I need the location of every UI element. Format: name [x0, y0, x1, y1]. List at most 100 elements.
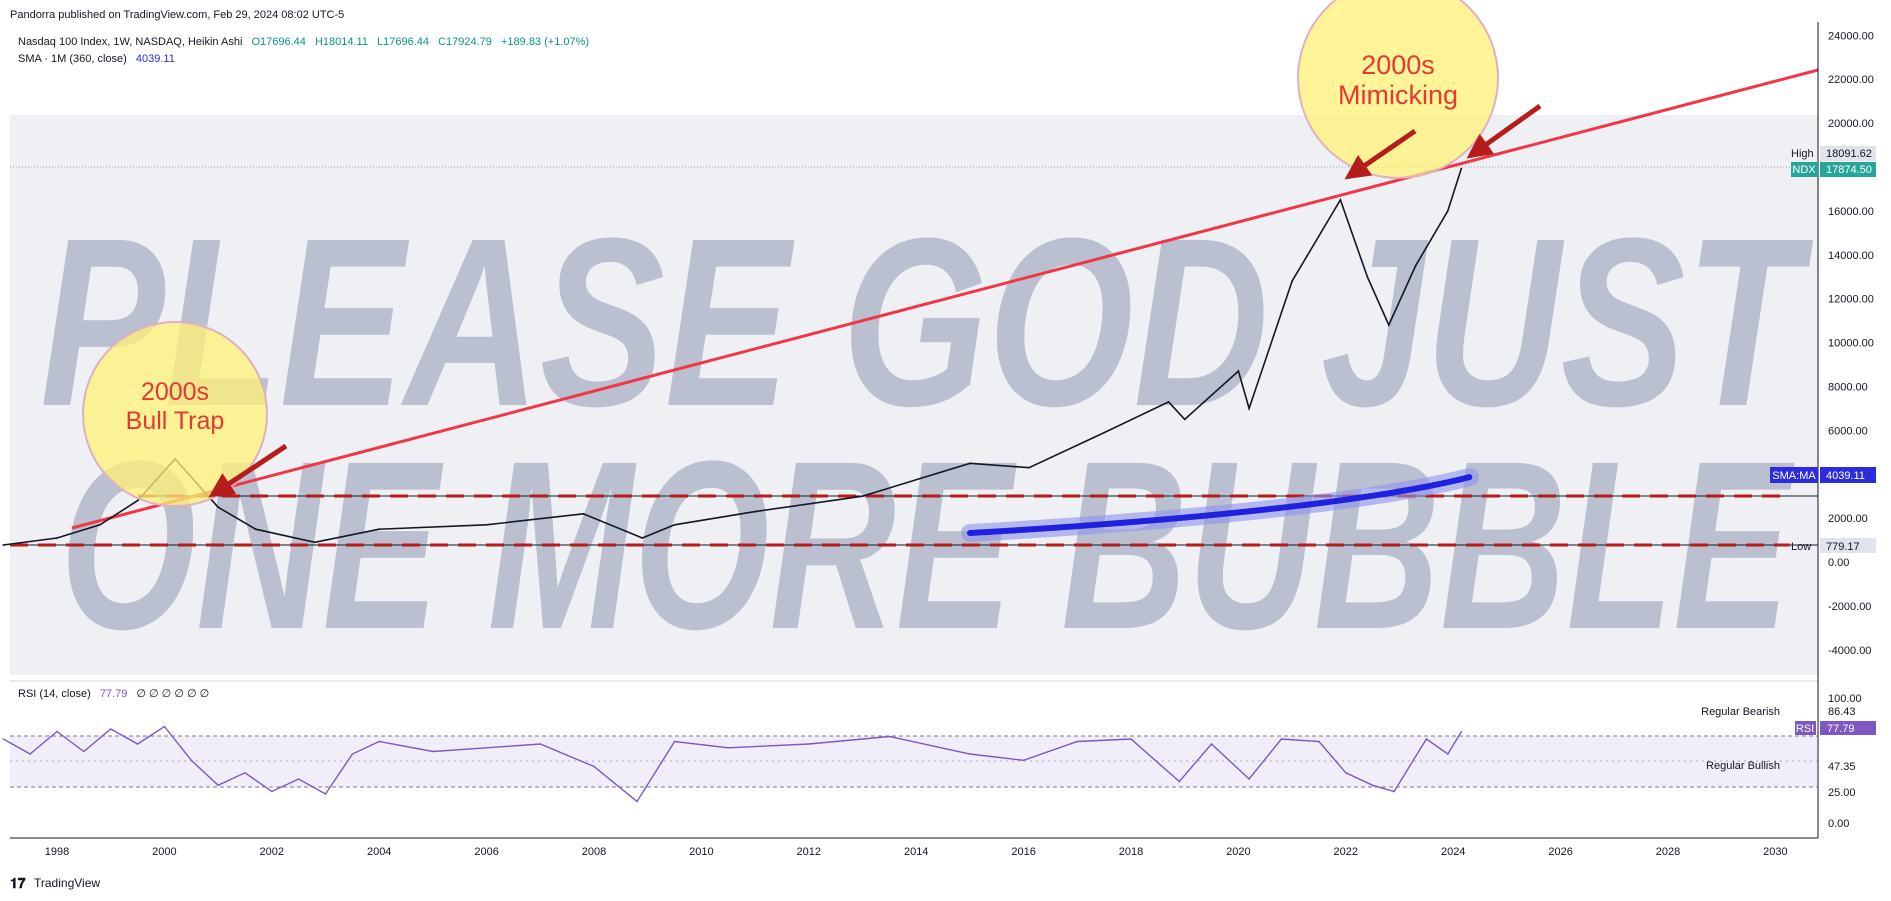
rsi-point	[1130, 738, 1132, 740]
price-point	[1387, 324, 1390, 326]
rsi-point	[190, 759, 193, 762]
price-point	[1291, 280, 1293, 282]
x-tick-label: 2020	[1226, 846, 1250, 858]
bubble-mimicking-line-1: 2000s	[1361, 50, 1435, 80]
rsi-point	[1345, 772, 1347, 774]
legend-close: C17924.79	[438, 36, 492, 48]
price-point	[969, 462, 971, 465]
high-badge-label: High	[1791, 148, 1814, 160]
rsi-point	[29, 753, 31, 755]
price-point	[136, 499, 139, 502]
rsi-point	[217, 784, 219, 787]
y-tick-label: 22000.00	[1828, 74, 1874, 86]
rsi-point	[808, 743, 810, 745]
rsi-point	[1447, 753, 1449, 755]
rsi-point	[244, 772, 246, 774]
y-tick-label: 24000.00	[1828, 30, 1874, 42]
rsi-point	[1248, 778, 1250, 780]
arrow-mimicking-right	[1466, 103, 1542, 159]
y-tick-label: 6000.00	[1828, 425, 1868, 437]
rsi-badge-value-bg	[1820, 721, 1876, 735]
rsi-point	[56, 730, 58, 733]
footer-brand: TradingView	[34, 876, 100, 890]
price-point	[1339, 199, 1342, 201]
y-tick-label: 20000.00	[1828, 118, 1874, 130]
rsi-legend-value: 77.79	[100, 688, 128, 700]
rsi-point	[163, 725, 166, 728]
sma-badge-label: SMA:MA	[1772, 470, 1816, 482]
price-point	[1183, 418, 1186, 421]
time-axis: 1998 2000 2002 2004 2006 2008 2010 2012 2014 2016…	[45, 846, 1788, 858]
price-point	[1167, 401, 1170, 403]
price-point	[217, 506, 220, 509]
rsi-point	[1425, 738, 1428, 740]
bubble-bull-trap-line-2: Bull Trap	[126, 407, 225, 435]
legend-low: L17696.44	[377, 36, 429, 48]
rsi-legend[interactable]: RSI (14, close) 77.79 ∅ ∅ ∅ ∅ ∅ ∅	[18, 688, 209, 700]
sma-badge-label-bg	[1770, 467, 1818, 483]
low-badge-value: 779.17	[1826, 541, 1860, 553]
ndx-badge-label-bg	[1791, 162, 1818, 177]
legend-sma[interactable]: SMA · 1M (360, close) 4039.11	[18, 53, 175, 65]
x-tick-label: 2016	[1011, 846, 1035, 858]
rsi-point	[1460, 731, 1463, 733]
watermark-line-1: PLEASE GOD JUST	[40, 188, 1814, 456]
price-point	[2, 544, 5, 546]
price-point	[754, 510, 756, 513]
rsi-point	[539, 743, 542, 745]
rsi-axis-label-100: 100.00	[1828, 693, 1862, 705]
rsi-point	[136, 743, 139, 745]
sma-badge-value: 4039.11	[1826, 470, 1865, 482]
ndx-badge-label: NDX	[1792, 164, 1816, 176]
rsi-badge-label: RSI	[1796, 723, 1814, 735]
x-tick-label: 2000	[152, 846, 176, 858]
rsi-point	[1178, 780, 1181, 783]
sma-badge-value-bg	[1820, 467, 1876, 483]
rsi-point	[673, 740, 676, 743]
y-tick-label: 8000.00	[1828, 382, 1868, 394]
y-tick-label: -4000.00	[1828, 645, 1871, 657]
price-point	[56, 537, 58, 539]
rsi-legend-label[interactable]: RSI (14, close)	[18, 688, 91, 700]
y-tick-label: 10000.00	[1828, 338, 1874, 350]
rsi-point	[636, 800, 638, 803]
y-tick-label: 14000.00	[1828, 250, 1874, 262]
x-tick-label: 2012	[797, 846, 821, 858]
rsi-point	[378, 740, 381, 743]
published-header: Pandorra published on TradingView.com, F…	[10, 9, 344, 21]
rsi-point	[969, 753, 971, 755]
rsi-badge-label-bg	[1795, 721, 1816, 735]
price-point	[1248, 407, 1250, 410]
rsi-point	[1210, 743, 1213, 745]
rsi-point	[888, 735, 891, 738]
rsi-point	[432, 750, 434, 753]
legend-sma-label[interactable]: SMA · 1M (360, close)	[18, 53, 127, 65]
tradingview-logo-icon: 𝟏𝟕	[10, 875, 26, 891]
x-tick-label: 2006	[474, 846, 498, 858]
price-point	[1237, 370, 1240, 372]
y-tick-label: 12000.00	[1828, 294, 1874, 306]
arrow-mimicking-left	[1344, 128, 1417, 180]
x-tick-label: 2024	[1441, 846, 1465, 858]
legend-symbol[interactable]: Nasdaq 100 Index, 1W, NASDAQ, Heikin Ash…	[18, 36, 589, 48]
y-tick-label: 16000.00	[1828, 206, 1874, 218]
legend-change: +189.83 (+1.07%)	[501, 36, 589, 48]
rsi-axis-label-25: 25.00	[1828, 787, 1856, 799]
rsi-axis-label-bearish: 86.43	[1828, 706, 1856, 718]
x-tick-label: 2030	[1763, 846, 1787, 858]
watermark-band	[10, 115, 1818, 675]
legend-symbol-name[interactable]: Nasdaq 100 Index, 1W, NASDAQ, Heikin Ash…	[18, 36, 242, 48]
x-tick-label: 2014	[904, 846, 928, 858]
rsi-point	[485, 747, 488, 749]
x-tick-label: 2004	[367, 846, 391, 858]
rsi-point	[1280, 738, 1283, 740]
ndx-badge-value: 17874.50	[1826, 164, 1872, 176]
regular-bearish-label: Regular Bearish	[1701, 706, 1780, 718]
price-point	[861, 495, 864, 498]
bubble-mimicking-line-2: Mimicking	[1338, 80, 1458, 110]
legend-sma-value: 4039.11	[136, 53, 175, 65]
rsi-point	[109, 728, 112, 730]
rsi-point	[727, 747, 730, 749]
high-badge-value-bg	[1820, 146, 1876, 161]
